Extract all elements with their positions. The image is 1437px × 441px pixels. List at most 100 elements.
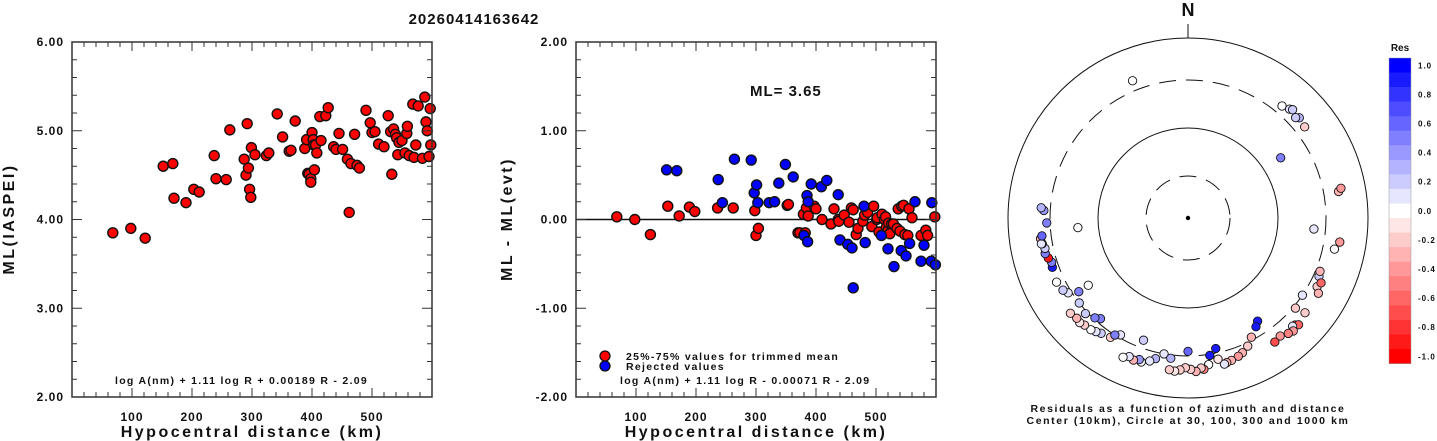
colorbar-swatch	[1389, 247, 1411, 262]
station-residual-point	[1329, 244, 1340, 254]
station-residual-point	[1145, 356, 1155, 366]
data-point	[263, 147, 275, 159]
residual-colorbar: Res 1.0 0.8 0.6 0.4 0.2 0.0 -0.2 -0.4 -0.6 -0.8 -1…	[1388, 43, 1435, 364]
data-point	[208, 149, 220, 162]
colorbar-swatch	[1389, 276, 1411, 292]
ring-100km	[1097, 127, 1279, 309]
data-point	[832, 188, 844, 201]
p2-points	[611, 153, 942, 294]
data-point	[311, 147, 323, 159]
station-residual-point	[1086, 325, 1096, 335]
station-residual-point	[1083, 280, 1093, 290]
magnitude-vs-distance-plot: 100 200 300 400 500 2.00 3.00 4.00 5.00 6.00 log …	[1, 35, 437, 441]
station-residual-point	[1313, 288, 1324, 298]
data-point	[424, 102, 436, 115]
data-point	[193, 186, 205, 198]
station-residual-point	[1276, 153, 1286, 163]
p1-y-axis-title: ML(IASPEI)	[1, 163, 18, 274]
data-point	[139, 232, 151, 244]
colorbar-swatch	[1389, 349, 1411, 364]
station-residual-point	[1251, 322, 1261, 332]
station-residual-point	[1090, 313, 1100, 323]
colorbar-swatch	[1389, 87, 1411, 102]
station-residual-point	[1166, 353, 1176, 363]
colorbar-title: Res	[1391, 43, 1410, 54]
station-residual-point	[1335, 237, 1345, 247]
colorbar-tick-label: 0.8	[1418, 90, 1432, 99]
data-point	[224, 124, 236, 136]
data-point	[918, 239, 930, 251]
station-residual-point	[1159, 349, 1169, 359]
data-point	[750, 179, 763, 191]
center-point	[1185, 215, 1191, 221]
data-point	[915, 255, 927, 267]
data-point	[712, 173, 724, 186]
y-tick-label: 2.00	[37, 390, 64, 404]
y-tick-label: -2.00	[536, 390, 568, 404]
station-residual-point	[1290, 112, 1301, 123]
station-residual-point	[1072, 313, 1082, 323]
data-point	[210, 172, 222, 185]
station-residual-point	[1283, 328, 1293, 339]
station-residual-point	[1316, 278, 1326, 288]
data-point	[929, 211, 941, 223]
data-point	[348, 128, 361, 141]
data-point	[271, 108, 283, 120]
y-tick-label: -1.00	[536, 301, 568, 315]
data-point	[360, 104, 372, 117]
data-point	[821, 174, 833, 187]
p2-ticks: 100 200 300 400 500 -2.00 -1.00 0.00 1.00 2.00	[536, 35, 936, 424]
data-point	[378, 141, 390, 153]
station-residual-point	[1219, 359, 1230, 369]
p1-points	[107, 91, 437, 244]
data-point	[728, 153, 741, 165]
station-residual-point	[1213, 354, 1223, 364]
legend-label-accepted: 25%-75% values for trimmed mean	[626, 351, 839, 363]
data-point	[425, 139, 437, 151]
data-point	[805, 178, 817, 190]
residual-vs-distance-plot: 100 200 300 400 500 -2.00 -1.00 0.00 1.00 2.00 ML…	[499, 35, 942, 441]
station-residual-point	[1183, 346, 1193, 357]
data-point	[382, 109, 394, 122]
data-point	[867, 200, 880, 212]
x-tick-label: 400	[804, 410, 827, 424]
data-point	[882, 243, 894, 255]
colorbar-tick-label: 0.2	[1418, 178, 1432, 187]
ml-value-label: ML= 3.65	[750, 83, 822, 100]
data-point	[847, 282, 859, 294]
station-residual-point	[1127, 76, 1138, 86]
polar-caption-line-1: Residuals as a function of azimuth and d…	[1031, 403, 1346, 415]
data-point	[671, 164, 683, 177]
data-point	[900, 250, 912, 262]
station-residual-point	[1110, 330, 1120, 340]
data-point	[305, 176, 317, 188]
x-tick-label: 100	[624, 410, 647, 424]
station-residual-point	[1300, 122, 1310, 132]
data-point	[782, 198, 795, 211]
data-point	[369, 125, 381, 138]
colorbar-swatch	[1389, 130, 1411, 146]
data-point	[315, 134, 327, 147]
p1-x-axis-title: Hypocentral distance (km)	[121, 424, 384, 441]
station-residual-point	[1290, 303, 1301, 313]
x-tick-label: 100	[120, 410, 143, 424]
data-point	[802, 210, 814, 222]
station-residual-point	[1037, 231, 1047, 241]
data-point	[249, 149, 261, 161]
x-tick-label: 500	[864, 410, 887, 424]
colorbar-swatch	[1389, 188, 1411, 204]
data-point	[768, 196, 781, 208]
colorbar-swatch	[1389, 145, 1411, 161]
data-point	[276, 131, 289, 143]
north-label: N	[1182, 0, 1195, 20]
data-point	[386, 168, 398, 180]
colorbar-swatch	[1389, 319, 1411, 335]
colorbar-swatch	[1389, 305, 1411, 321]
azimuth-residual-plot: N Residuals as a function of azimuth and…	[1007, 0, 1369, 427]
station-residual-point	[1051, 277, 1062, 287]
station-residual-point	[1138, 335, 1149, 345]
data-point	[727, 202, 739, 214]
data-point	[847, 204, 859, 216]
ring-30km	[1145, 175, 1231, 261]
